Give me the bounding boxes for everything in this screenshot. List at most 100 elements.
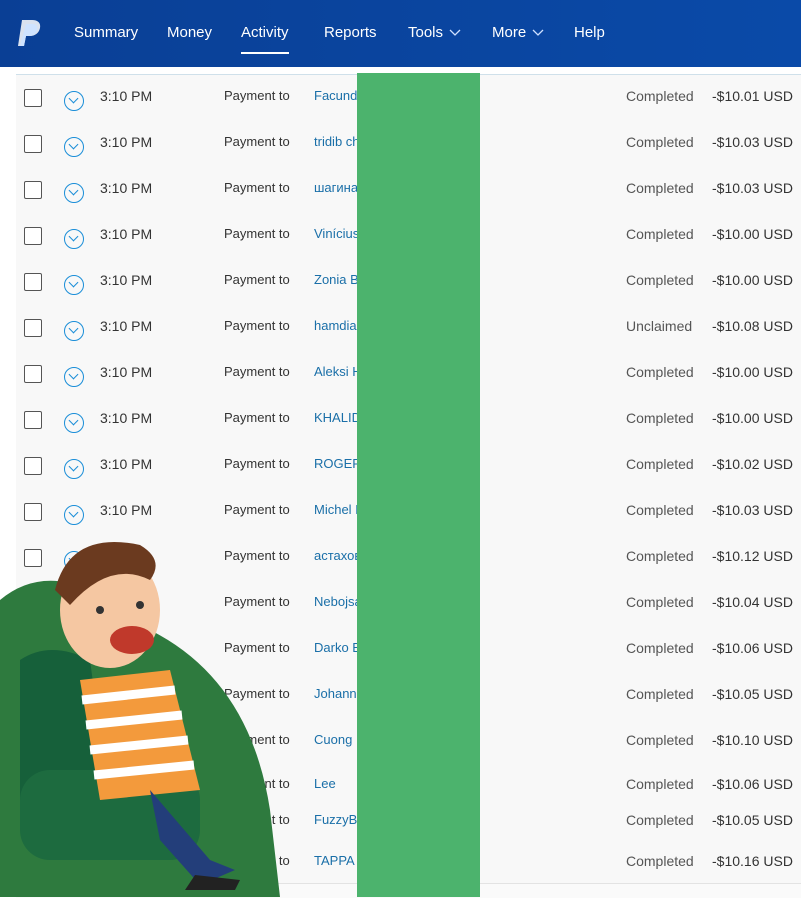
nav-item[interactable]: More — [492, 24, 544, 41]
checkbox[interactable] — [24, 227, 42, 245]
amount: -$10.02 USD — [712, 456, 793, 472]
type: Payment to — [224, 410, 290, 425]
time: 3:10 PM — [100, 318, 153, 334]
name-link[interactable]: Johann — [314, 686, 357, 701]
status: Completed — [626, 686, 694, 702]
name-link[interactable]: Facund — [314, 88, 358, 103]
amount: -$10.01 USD — [712, 88, 793, 104]
amount: -$10.00 USD — [712, 226, 793, 242]
amount: -$10.08 USD — [712, 318, 793, 334]
checkbox[interactable] — [24, 457, 42, 475]
amount: -$10.00 USD — [712, 272, 793, 288]
amount: -$10.06 USD — [712, 775, 793, 792]
time: 3:10 PM — [100, 134, 153, 150]
type: Payment to — [224, 456, 290, 471]
amount: -$10.16 USD — [712, 852, 793, 869]
type: Payment to — [224, 88, 290, 103]
amount: -$10.00 USD — [712, 364, 793, 380]
checkbox[interactable] — [24, 181, 42, 199]
time: 3:10 PM — [100, 180, 153, 196]
status: Completed — [626, 410, 694, 426]
expand-button[interactable] — [64, 505, 84, 525]
type: Payment to — [224, 272, 290, 287]
type: Payment to — [224, 594, 290, 609]
name-link[interactable]: шагина — [314, 180, 359, 195]
expand-button[interactable] — [64, 91, 84, 111]
amount: -$10.03 USD — [712, 502, 793, 518]
status: Completed — [626, 811, 694, 828]
type: Payment to — [224, 318, 290, 333]
status: Completed — [626, 548, 694, 564]
status: Completed — [626, 134, 694, 150]
checkbox[interactable] — [24, 503, 42, 521]
checkbox[interactable] — [24, 365, 42, 383]
status: Completed — [626, 732, 694, 748]
type: Payment to — [224, 502, 290, 517]
logo[interactable] — [16, 18, 42, 48]
expand-button[interactable] — [64, 459, 84, 479]
type: Payment to — [224, 134, 290, 149]
expand-button[interactable] — [64, 183, 84, 203]
status: Completed — [626, 775, 694, 792]
checkbox[interactable] — [24, 135, 42, 153]
checkbox[interactable] — [24, 411, 42, 429]
checkbox[interactable] — [24, 273, 42, 291]
type: Payment to — [224, 686, 290, 701]
amount: -$10.05 USD — [712, 686, 793, 702]
amount: -$10.04 USD — [712, 594, 793, 610]
expand-button[interactable] — [64, 367, 84, 387]
type: Payment to — [224, 226, 290, 241]
time: 3:10 PM — [100, 410, 153, 426]
redaction-overlay — [357, 73, 480, 897]
expand-button[interactable] — [64, 229, 84, 249]
status: Completed — [626, 640, 694, 656]
name-link[interactable]: TAPPA — [314, 852, 355, 868]
name-link[interactable]: Vinícius — [314, 226, 360, 241]
name-link[interactable]: Darko B — [314, 640, 361, 655]
time: 3:10 PM — [100, 272, 153, 288]
status: Completed — [626, 594, 694, 610]
type: Payment to — [224, 180, 290, 195]
time: 3:10 PM — [100, 456, 153, 472]
expand-button[interactable] — [64, 321, 84, 341]
name-link[interactable]: tridib ch — [314, 134, 360, 149]
time: 3:10 PM — [100, 502, 153, 518]
status: Completed — [626, 852, 694, 869]
nav-item[interactable]: Money — [167, 24, 213, 41]
amount: -$10.10 USD — [712, 732, 793, 748]
name-link[interactable]: Cuong — [314, 732, 353, 747]
amount: -$10.03 USD — [712, 134, 793, 150]
expand-button[interactable] — [64, 413, 84, 433]
name-link[interactable]: Nebojsa — [314, 594, 362, 609]
expand-button[interactable] — [64, 275, 84, 295]
expand-button[interactable] — [64, 137, 84, 157]
nav-item[interactable]: Reports — [324, 24, 377, 41]
nav-item[interactable]: Tools — [408, 24, 461, 41]
name-link[interactable]: Lee — [314, 775, 336, 791]
time: 3:10 PM — [100, 364, 153, 380]
name-link[interactable]: Michel I — [314, 502, 359, 517]
status: Completed — [626, 502, 694, 518]
nav-item[interactable]: Summary — [74, 24, 139, 41]
name-link[interactable]: ROGER — [314, 456, 362, 471]
nav-item[interactable]: Activity — [241, 24, 289, 54]
status: Completed — [626, 456, 694, 472]
checkbox[interactable] — [24, 319, 42, 337]
name-link[interactable]: hamdia — [314, 318, 357, 333]
amount: -$10.05 USD — [712, 811, 793, 828]
status: Completed — [626, 364, 694, 380]
cartoon-overlay — [0, 542, 280, 897]
chevron — [449, 29, 461, 36]
status: Completed — [626, 226, 694, 242]
name-link[interactable]: Aleksi H — [314, 364, 362, 379]
name-link[interactable]: FuzzyB — [314, 811, 358, 827]
checkbox[interactable] — [24, 549, 42, 567]
type: Payment to — [224, 548, 290, 563]
amount: -$10.06 USD — [712, 640, 793, 656]
nav-item[interactable]: Help — [574, 24, 605, 41]
name-link[interactable]: Zonia B — [314, 272, 359, 287]
checkbox[interactable] — [24, 89, 42, 107]
status: Unclaimed — [626, 318, 693, 334]
name-link[interactable]: астахов — [314, 548, 362, 563]
name-link[interactable]: KHALID — [314, 410, 361, 425]
